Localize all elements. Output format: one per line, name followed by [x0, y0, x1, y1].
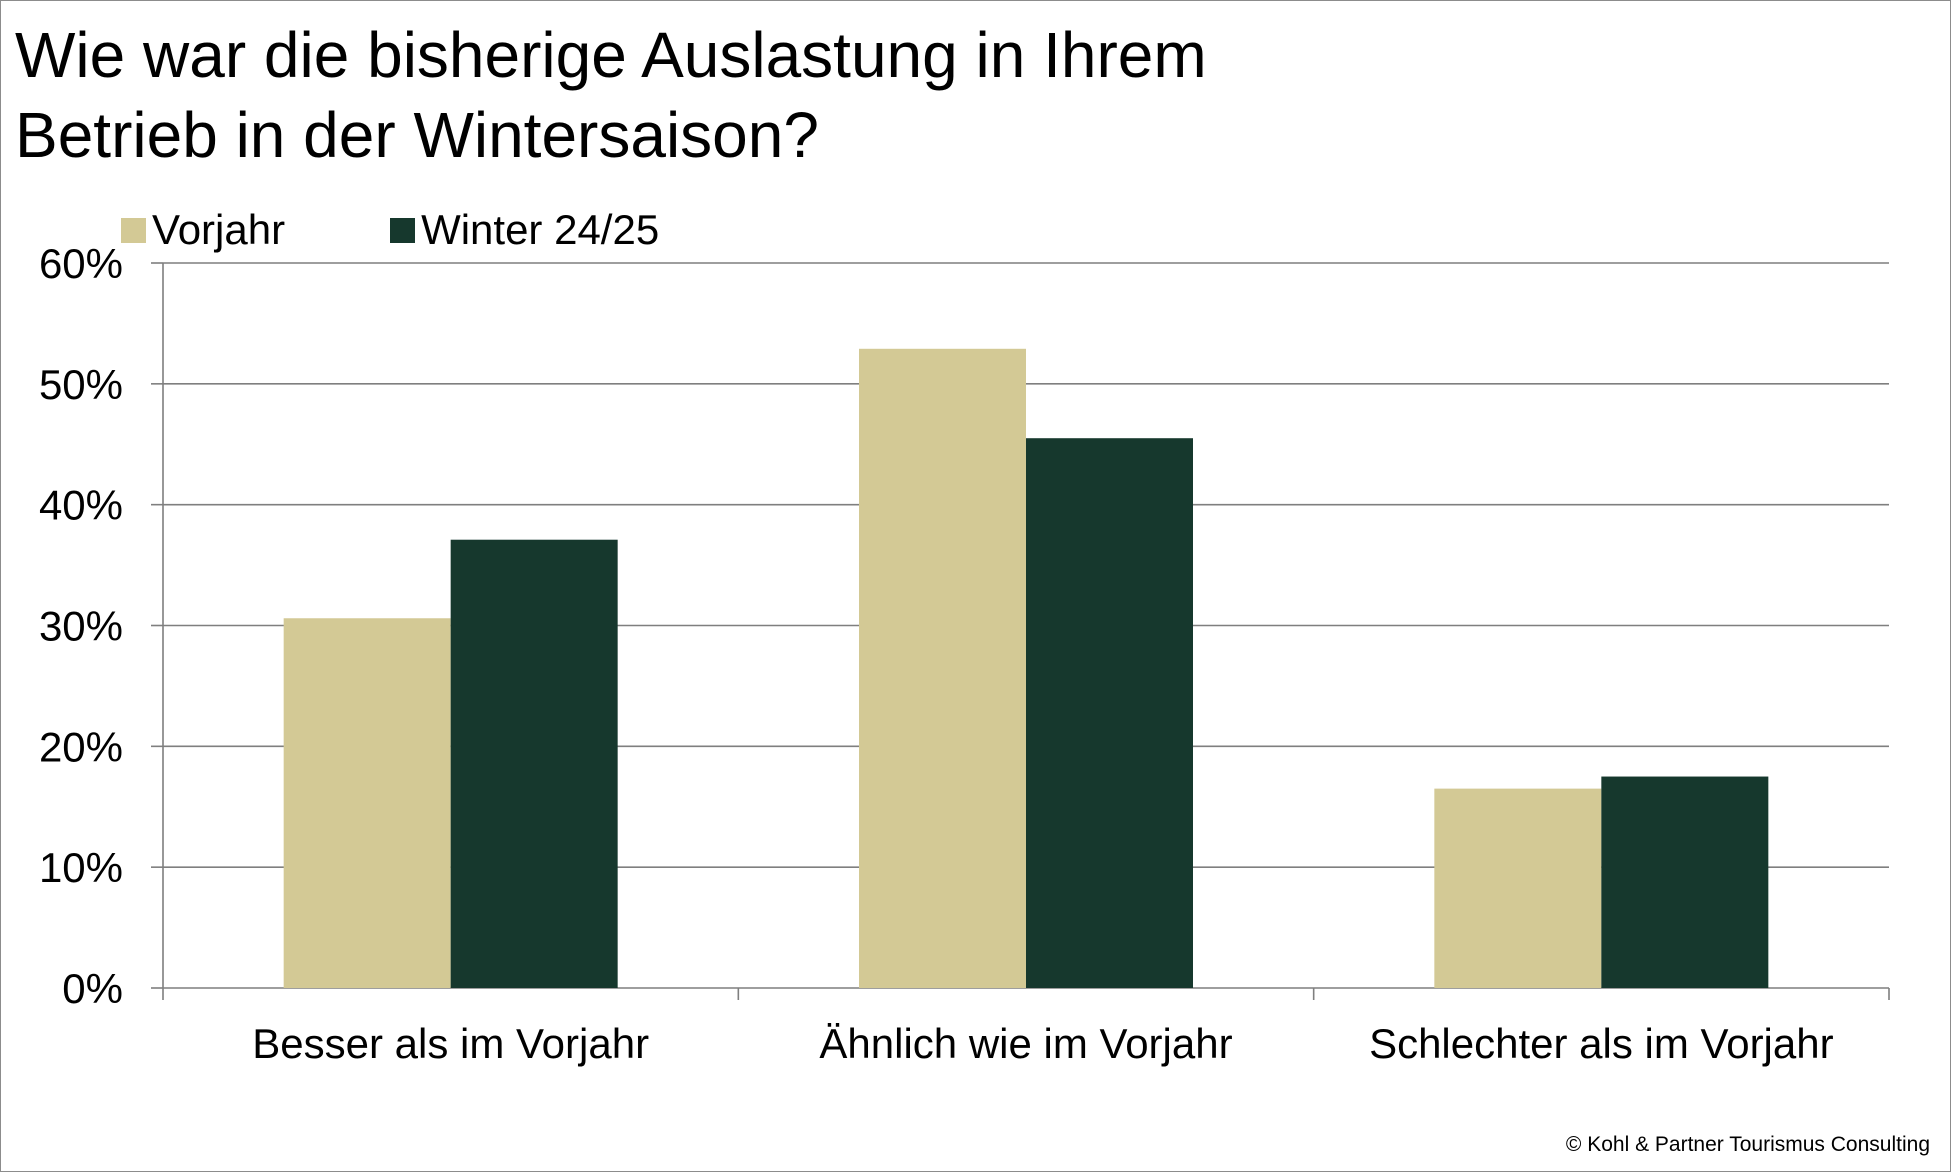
- y-tick-label: 20%: [39, 723, 123, 770]
- x-category-label: Ähnlich wie im Vorjahr: [819, 1020, 1232, 1067]
- bar-winter-3: [1601, 776, 1769, 988]
- title-line-2: Betrieb in der Wintersaison?: [15, 99, 819, 171]
- copyright-notice: © Kohl & Partner Tourismus Consulting: [1565, 1133, 1930, 1156]
- legend-label-winter: Winter 24/25: [421, 206, 660, 253]
- y-tick-label: 40%: [39, 482, 123, 529]
- y-tick-label: 30%: [39, 603, 123, 650]
- bar-vorjahr-2: [859, 348, 1026, 989]
- legend-swatch-vorjahr: [121, 217, 146, 243]
- y-tick-label: 10%: [39, 844, 123, 891]
- bar-winter-2: [1026, 438, 1193, 988]
- bar-vorjahr-1: [283, 618, 451, 988]
- bar-vorjahr-3: [1434, 788, 1602, 988]
- legend: Vorjahr Winter 24/25: [121, 205, 764, 255]
- legend-label-vorjahr: Vorjahr: [152, 206, 286, 253]
- title-line-1: Wie war die bisherige Auslastung in Ihre…: [15, 19, 1207, 91]
- y-tick-label: 50%: [39, 361, 123, 408]
- bar-winter-1: [450, 539, 618, 988]
- legend-item-vorjahr: Vorjahr: [121, 206, 285, 254]
- legend-swatch-winter: [390, 217, 416, 243]
- y-tick-label: 60%: [39, 240, 123, 287]
- chart-title: Wie war die bisherige Auslastung in Ihre…: [15, 15, 1615, 175]
- x-category-label: Schlechter als im Vorjahr: [1369, 1020, 1834, 1067]
- legend-item-winter: Winter 24/25: [390, 206, 659, 254]
- x-category-label: Besser als im Vorjahr: [252, 1020, 649, 1067]
- y-tick-label: 0%: [62, 965, 123, 1012]
